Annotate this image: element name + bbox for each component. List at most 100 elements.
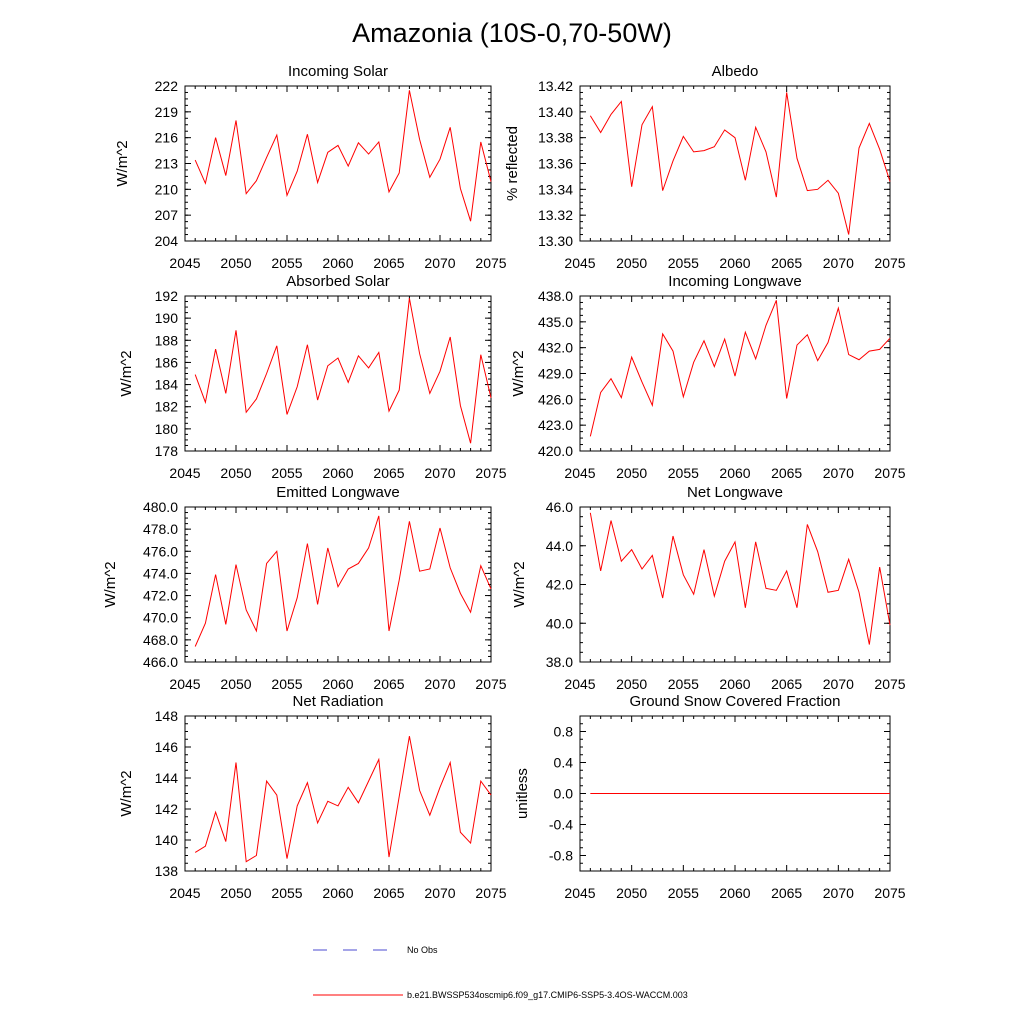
x-tick-label: 2055 (668, 255, 699, 271)
y-tick-label: 423.0 (538, 417, 573, 433)
y-tick-label: 140 (155, 832, 179, 848)
y-tick-label: 0.4 (554, 755, 574, 771)
y-tick-label: 0.0 (554, 786, 574, 802)
plot-frame (184, 715, 492, 872)
x-tick-label: 2055 (668, 885, 699, 901)
y-tick-label: 180 (155, 421, 179, 437)
x-tick-label: 2055 (271, 885, 302, 901)
series-line (194, 298, 492, 444)
y-tick-label: 219 (155, 104, 179, 120)
y-tick-label: 13.42 (538, 78, 573, 94)
y-tick-label: 478.0 (143, 521, 178, 537)
y-tick-label: 38.0 (546, 654, 573, 670)
x-tick-label: 2065 (771, 885, 802, 901)
panel-title: Ground Snow Covered Fraction (630, 693, 841, 710)
y-tick-label: 138 (155, 863, 179, 879)
x-tick-label: 2055 (271, 255, 302, 271)
plot-frame (184, 295, 492, 452)
x-tick-label: 2070 (823, 465, 854, 481)
legend: No Obs b.e21.BWSSP534oscmip6.f09_g17.CMI… (313, 945, 688, 1000)
panel-5: 2045 2050 2055 2060 2065 2070 2075 466.0 468.0 47… (102, 484, 507, 692)
x-tick-label: 2070 (424, 885, 455, 901)
x-tick-label: 2075 (475, 465, 506, 481)
y-tick-label: 426.0 (538, 391, 573, 407)
plot-frame (184, 506, 492, 663)
x-tick-label: 2065 (373, 885, 404, 901)
plot-frame (579, 295, 891, 452)
x-tick-label: 2050 (616, 255, 647, 271)
x-tick-label: 2065 (373, 465, 404, 481)
plot-frame (579, 506, 891, 663)
x-tick-label: 2060 (719, 255, 750, 271)
panel-3: 2045 2050 2055 2060 2065 2070 2075 178 180 182 184… (118, 273, 507, 481)
panel-title: Net Longwave (687, 484, 783, 501)
series-line (194, 90, 492, 222)
x-tick-label: 2070 (424, 465, 455, 481)
x-tick-label: 2055 (271, 465, 302, 481)
x-tick-label: 2060 (322, 465, 353, 481)
x-tick-label: 2075 (874, 676, 905, 692)
x-tick-label: 2070 (424, 676, 455, 692)
y-axis-label: W/m^2 (118, 770, 135, 816)
y-tick-label: 480.0 (143, 499, 178, 515)
y-tick-label: 148 (155, 708, 179, 724)
x-tick-label: 2060 (719, 465, 750, 481)
x-tick-label: 2045 (169, 885, 200, 901)
series-line (194, 515, 492, 647)
y-tick-label: 207 (155, 207, 179, 223)
y-axis-label: W/m^2 (114, 140, 131, 186)
x-tick-label: 2045 (564, 465, 595, 481)
y-tick-label: 13.30 (538, 233, 573, 249)
x-tick-label: 2050 (220, 465, 251, 481)
y-tick-label: 470.0 (143, 610, 178, 626)
y-axis-label: W/m^2 (511, 561, 528, 607)
y-tick-label: 210 (155, 181, 179, 197)
y-tick-label: 40.0 (546, 615, 573, 631)
series-line (194, 736, 492, 863)
y-tick-label: -0.4 (549, 817, 573, 833)
x-tick-label: 2045 (169, 465, 200, 481)
y-tick-label: 192 (155, 288, 179, 304)
y-tick-label: 42.0 (546, 577, 573, 593)
y-tick-label: 216 (155, 130, 179, 146)
y-tick-label: 46.0 (546, 499, 573, 515)
y-tick-label: 13.36 (538, 156, 573, 172)
y-tick-label: 204 (155, 233, 179, 249)
x-tick-label: 2070 (823, 255, 854, 271)
y-tick-label: 474.0 (143, 565, 178, 581)
y-tick-label: 420.0 (538, 443, 573, 459)
panel-title: Absorbed Solar (286, 273, 389, 290)
y-tick-label: 432.0 (538, 340, 573, 356)
y-tick-label: 13.38 (538, 130, 573, 146)
x-tick-label: 2065 (771, 465, 802, 481)
y-tick-label: 222 (155, 78, 179, 94)
x-tick-label: 2055 (271, 676, 302, 692)
x-tick-label: 2065 (771, 255, 802, 271)
x-tick-label: 2045 (564, 255, 595, 271)
x-tick-label: 2065 (373, 676, 404, 692)
panel-title: Incoming Longwave (668, 273, 801, 290)
panel-1: 2045 2050 2055 2060 2065 2070 2075 204 207 210 213… (114, 63, 507, 271)
y-axis-label: unitless (514, 768, 531, 819)
y-tick-label: 213 (155, 156, 179, 172)
x-tick-label: 2045 (564, 676, 595, 692)
y-tick-label: 13.32 (538, 207, 573, 223)
y-tick-label: -0.8 (549, 848, 573, 864)
x-tick-label: 2045 (169, 676, 200, 692)
legend-obs-label: No Obs (407, 945, 438, 955)
series-line (589, 512, 891, 645)
panel-title: Emitted Longwave (276, 484, 399, 501)
x-tick-label: 2050 (220, 885, 251, 901)
y-tick-label: 144 (155, 770, 179, 786)
plot-frame (184, 85, 492, 242)
y-tick-label: 438.0 (538, 288, 573, 304)
x-tick-label: 2075 (874, 255, 905, 271)
x-tick-label: 2060 (719, 885, 750, 901)
y-tick-label: 468.0 (143, 632, 178, 648)
x-tick-label: 2060 (322, 676, 353, 692)
y-axis-label: W/m^2 (118, 350, 135, 396)
y-tick-label: 186 (155, 354, 179, 370)
x-tick-label: 2045 (169, 255, 200, 271)
x-tick-label: 2065 (373, 255, 404, 271)
